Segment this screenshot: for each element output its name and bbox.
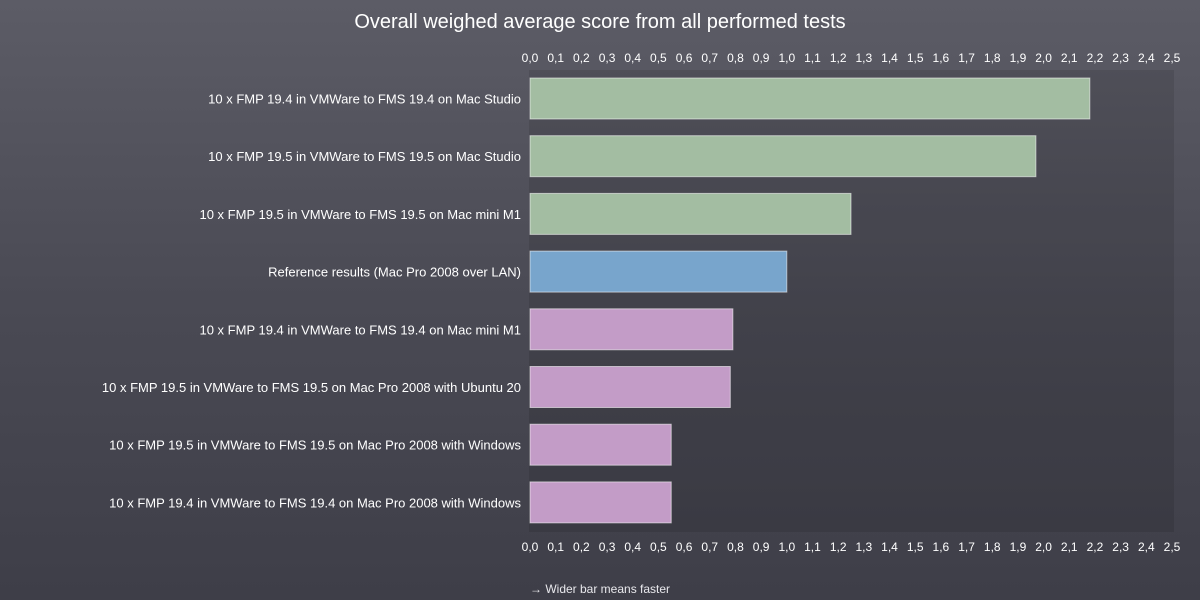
x-tick-bottom: 1,5 (907, 540, 924, 554)
bar (529, 481, 672, 524)
x-tick-top: 0,9 (753, 51, 770, 65)
x-axis-bottom: 0,0 0,1 0,2 0,3 0,4 0,5 0,6 0,7 0,8 0,9 1,0 1,1 1,2 1… (522, 540, 1181, 554)
bar (529, 192, 852, 235)
x-tick-top: 0,8 (727, 51, 744, 65)
x-tick-top: 1,5 (907, 51, 924, 65)
x-tick-bottom: 0,6 (676, 540, 693, 554)
x-tick-bottom: 1,3 (855, 540, 872, 554)
category-label: 10 x FMP 19.5 in VMWare to FMS 19.5 on M… (102, 380, 521, 395)
bars (529, 77, 1091, 524)
x-tick-top: 0,3 (599, 51, 616, 65)
x-tick-bottom: 0,9 (753, 540, 770, 554)
x-tick-top: 2,0 (1035, 51, 1052, 65)
bar (529, 423, 672, 466)
x-tick-bottom: 0,5 (650, 540, 667, 554)
x-tick-top: 1,9 (1010, 51, 1027, 65)
x-tick-top: 1,0 (778, 51, 795, 65)
x-tick-bottom: 0,4 (624, 540, 641, 554)
x-tick-top: 0,5 (650, 51, 667, 65)
x-tick-bottom: 2,0 (1035, 540, 1052, 554)
x-tick-bottom: 1,8 (984, 540, 1001, 554)
chart-title: Overall weighed average score from all p… (354, 11, 845, 33)
x-tick-top: 2,5 (1164, 51, 1181, 65)
x-tick-top: 2,2 (1087, 51, 1104, 65)
x-tick-bottom: 0,7 (701, 540, 718, 554)
bar (529, 77, 1091, 120)
x-tick-bottom: 0,0 (522, 540, 539, 554)
category-label: 10 x FMP 19.5 in VMWare to FMS 19.5 on M… (199, 207, 521, 222)
category-label: 10 x FMP 19.4 in VMWare to FMS 19.4 on M… (109, 495, 521, 510)
x-tick-top: 1,7 (958, 51, 975, 65)
x-tick-top: 0,1 (547, 51, 564, 65)
x-tick-top: 0,6 (676, 51, 693, 65)
category-label: 10 x FMP 19.5 in VMWare to FMS 19.5 on M… (109, 438, 521, 453)
x-tick-top: 1,2 (830, 51, 847, 65)
x-tick-bottom: 1,9 (1010, 540, 1027, 554)
x-tick-bottom: 2,3 (1112, 540, 1129, 554)
x-tick-bottom: 2,4 (1138, 540, 1155, 554)
category-label: 10 x FMP 19.4 in VMWare to FMS 19.4 on M… (199, 322, 521, 337)
bar (529, 135, 1037, 178)
x-tick-top: 2,4 (1138, 51, 1155, 65)
x-tick-bottom: 0,1 (547, 540, 564, 554)
x-tick-top: 0,0 (522, 51, 539, 65)
footnote: → Wider bar means faster (530, 582, 670, 596)
x-tick-bottom: 1,6 (933, 540, 950, 554)
x-tick-top: 2,3 (1112, 51, 1129, 65)
x-tick-bottom: 1,1 (804, 540, 821, 554)
category-label: 10 x FMP 19.4 in VMWare to FMS 19.4 on M… (208, 92, 521, 107)
x-tick-top: 1,6 (933, 51, 950, 65)
x-tick-bottom: 1,4 (881, 540, 898, 554)
x-tick-bottom: 1,0 (778, 540, 795, 554)
x-tick-bottom: 0,8 (727, 540, 744, 554)
x-tick-bottom: 1,7 (958, 540, 975, 554)
x-tick-bottom: 0,2 (573, 540, 590, 554)
x-axis-top: 0,0 0,1 0,2 0,3 0,4 0,5 0,6 0,7 0,8 0,9 1,0 1,1 1,2 1… (522, 51, 1181, 65)
x-tick-top: 1,8 (984, 51, 1001, 65)
x-tick-bottom: 0,3 (599, 540, 616, 554)
x-tick-bottom: 2,1 (1061, 540, 1078, 554)
bar (529, 250, 788, 293)
category-label: Reference results (Mac Pro 2008 over LAN… (268, 265, 521, 280)
x-tick-top: 1,4 (881, 51, 898, 65)
x-tick-top: 0,7 (701, 51, 718, 65)
bar (529, 308, 734, 351)
x-tick-top: 2,1 (1061, 51, 1078, 65)
x-tick-top: 1,1 (804, 51, 821, 65)
x-tick-top: 0,4 (624, 51, 641, 65)
x-tick-bottom: 1,2 (830, 540, 847, 554)
x-tick-bottom: 2,2 (1087, 540, 1104, 554)
x-tick-top: 0,2 (573, 51, 590, 65)
x-tick-bottom: 2,5 (1164, 540, 1181, 554)
category-label: 10 x FMP 19.5 in VMWare to FMS 19.5 on M… (208, 149, 521, 164)
x-tick-top: 1,3 (855, 51, 872, 65)
bar (529, 366, 731, 408)
category-labels: 10 x FMP 19.4 in VMWare to FMS 19.4 on M… (102, 92, 522, 511)
